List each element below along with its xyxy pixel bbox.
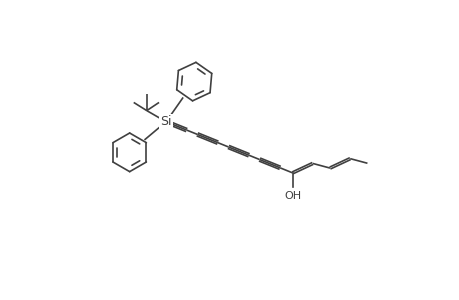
Text: Si: Si [160, 115, 172, 128]
Text: OH: OH [283, 191, 301, 201]
